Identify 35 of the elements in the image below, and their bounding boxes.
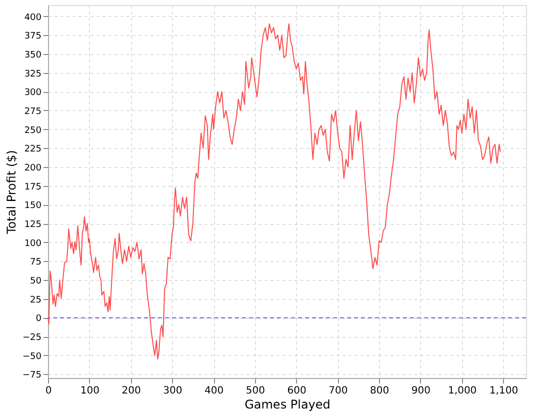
x-tick-label: 1,100: [489, 386, 518, 396]
y-tick-label: 300: [24, 88, 42, 98]
y-tick-label: 225: [24, 144, 42, 155]
y-tick-label: −25: [22, 333, 42, 344]
x-tick-label: 800: [370, 386, 390, 396]
y-tick-label: 0: [36, 314, 42, 324]
x-tick-label: 600: [287, 386, 306, 396]
y-tick-label: −75: [22, 370, 42, 381]
x-tick-label: 100: [80, 386, 100, 396]
y-tick-label: 200: [24, 164, 42, 174]
y-tick-label: 125: [24, 220, 42, 230]
x-axis-title: Games Played: [244, 398, 330, 412]
line-series: [48, 23, 501, 360]
x-tick-label: 500: [246, 386, 265, 396]
x-tick-label: 300: [163, 386, 182, 396]
x-tick-label: 400: [204, 386, 224, 396]
y-tick-label: 25: [30, 295, 42, 306]
x-tick-label: 1,000: [448, 386, 477, 396]
y-tick-label: 275: [24, 106, 42, 117]
x-tick-label: 900: [411, 386, 431, 396]
y-tick-label: 250: [24, 126, 42, 136]
y-tick-label: 75: [30, 258, 42, 268]
y-tick-label: 375: [24, 32, 42, 42]
y-tick-label: 100: [24, 238, 42, 249]
y-tick-label: 350: [24, 50, 42, 60]
y-tick-label: 400: [24, 12, 42, 23]
x-tick-label: 0: [45, 386, 52, 396]
x-tick-label: 200: [122, 386, 141, 396]
y-tick-label: 50: [30, 276, 42, 287]
x-tick-label: 700: [328, 386, 348, 396]
y-axis-title: Total Profit ($): [4, 150, 19, 235]
y-tick-label: 175: [24, 182, 42, 192]
y-tick-label: 325: [24, 69, 42, 80]
y-tick-label: −50: [22, 352, 42, 362]
y-tick-label: 150: [24, 201, 42, 212]
